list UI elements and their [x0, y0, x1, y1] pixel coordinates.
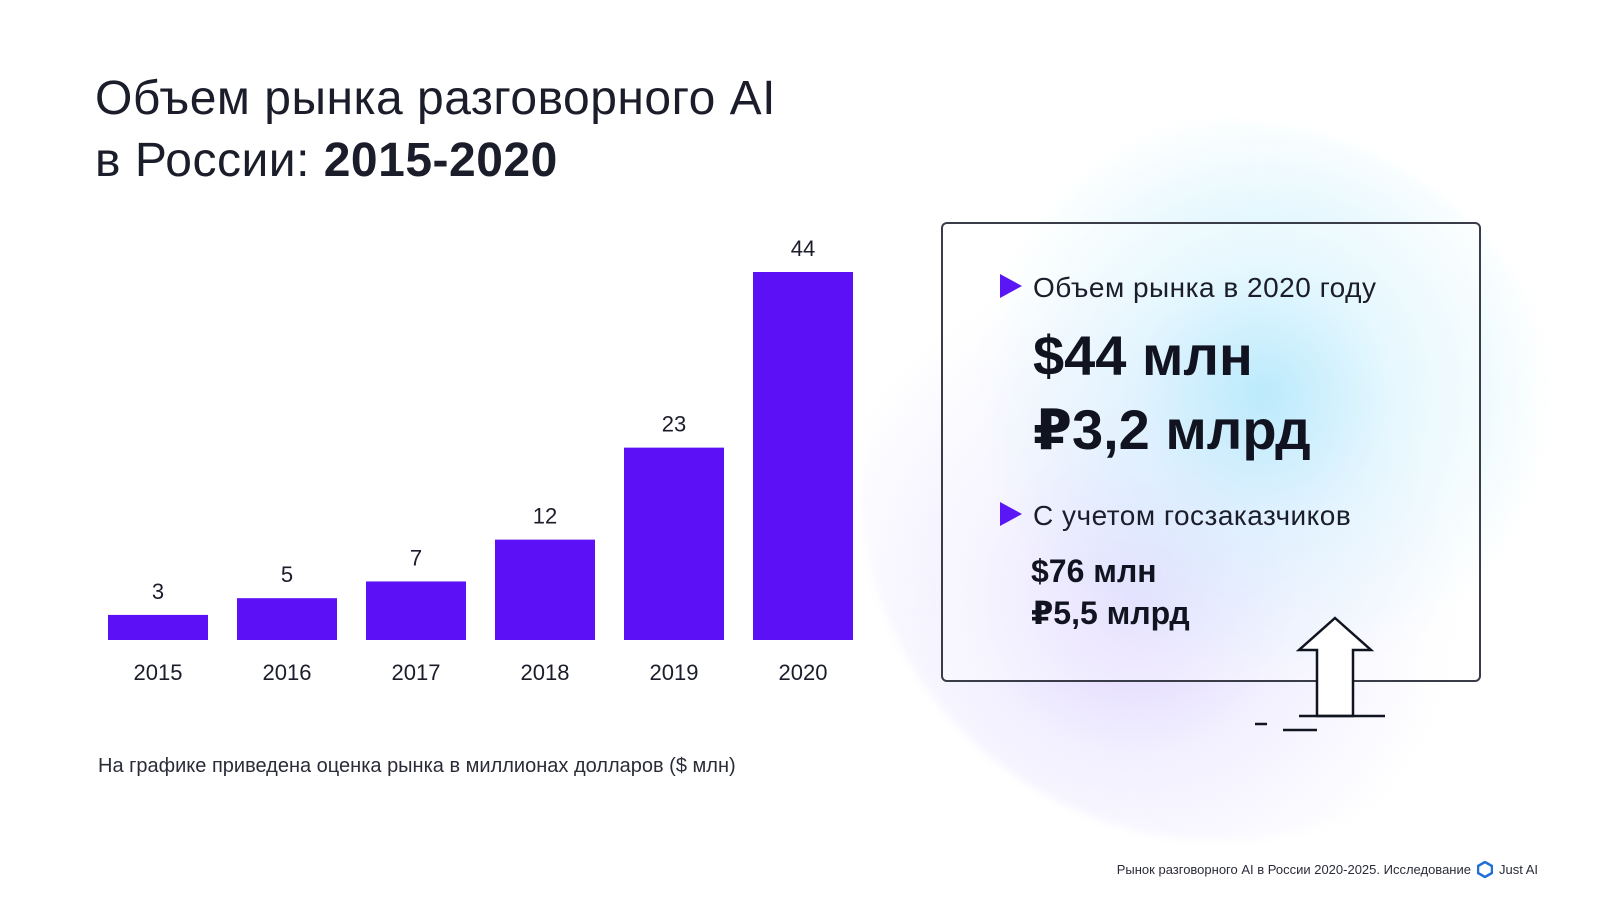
- bar-2019: [624, 447, 724, 640]
- x-tick-2015: 2015: [134, 660, 183, 685]
- data-label-2019: 23: [662, 412, 686, 437]
- bar-2016: [237, 598, 337, 640]
- title-years: 2015-2020: [323, 134, 558, 187]
- data-label-2016: 5: [281, 562, 293, 587]
- x-tick-2016: 2016: [263, 660, 312, 685]
- data-label-2017: 7: [410, 545, 422, 570]
- x-tick-2020: 2020: [779, 660, 828, 685]
- brand: Just AI: [1476, 861, 1538, 878]
- just-ai-logo-icon: [1476, 861, 1493, 878]
- up-arrow-icon: [1255, 616, 1385, 732]
- x-tick-2017: 2017: [392, 660, 441, 685]
- page-title: Объем рынка разговорного AI в России: 20…: [95, 68, 776, 192]
- summary-card: Объем рынка в 2020 году $44 млн ₽3,2 млр…: [941, 222, 1481, 682]
- bars-group: 3 2015 5 2016 7 2017 12 2018 23 2019 44 2020: [108, 236, 853, 685]
- bar-2018: [495, 539, 595, 640]
- background-glow: [860, 120, 1580, 840]
- footer: Рынок разговорного AI в России 2020-2025…: [1117, 861, 1538, 878]
- bar-2015: [108, 614, 208, 640]
- gov-customers-rub: ₽5,5 млрд: [1031, 595, 1190, 631]
- bar-2017: [366, 581, 466, 640]
- data-label-2018: 12: [533, 504, 557, 529]
- bar-chart: 3 2015 5 2016 7 2017 12 2018 23 2019 44 2020: [108, 236, 853, 685]
- gov-customers-usd: $76 млн: [1031, 553, 1157, 589]
- x-tick-2018: 2018: [521, 660, 570, 685]
- footer-text: Рынок разговорного AI в России 2020-2025…: [1116, 862, 1471, 877]
- triangle-bullet-icon: [1000, 274, 1022, 298]
- triangle-bullet-icon: [1000, 502, 1022, 526]
- market-2020-usd: $44 млн: [1033, 324, 1253, 387]
- bar-2020: [753, 272, 853, 640]
- market-2020-label: Объем рынка в 2020 году: [1033, 272, 1377, 303]
- market-2020-rub: ₽3,2 млрд: [1033, 398, 1311, 461]
- x-tick-2019: 2019: [650, 660, 699, 685]
- gov-customers-label: С учетом госзаказчиков: [1033, 500, 1352, 531]
- brand-name: Just AI: [1498, 862, 1538, 877]
- chart-note: На графике приведена оценка рынка в милл…: [98, 755, 736, 777]
- data-label-2015: 3: [152, 579, 164, 604]
- data-label-2020: 44: [791, 236, 815, 261]
- title-line-1: Объем рынка разговорного AI: [95, 72, 776, 125]
- title-line-2-prefix: в России:: [95, 134, 324, 187]
